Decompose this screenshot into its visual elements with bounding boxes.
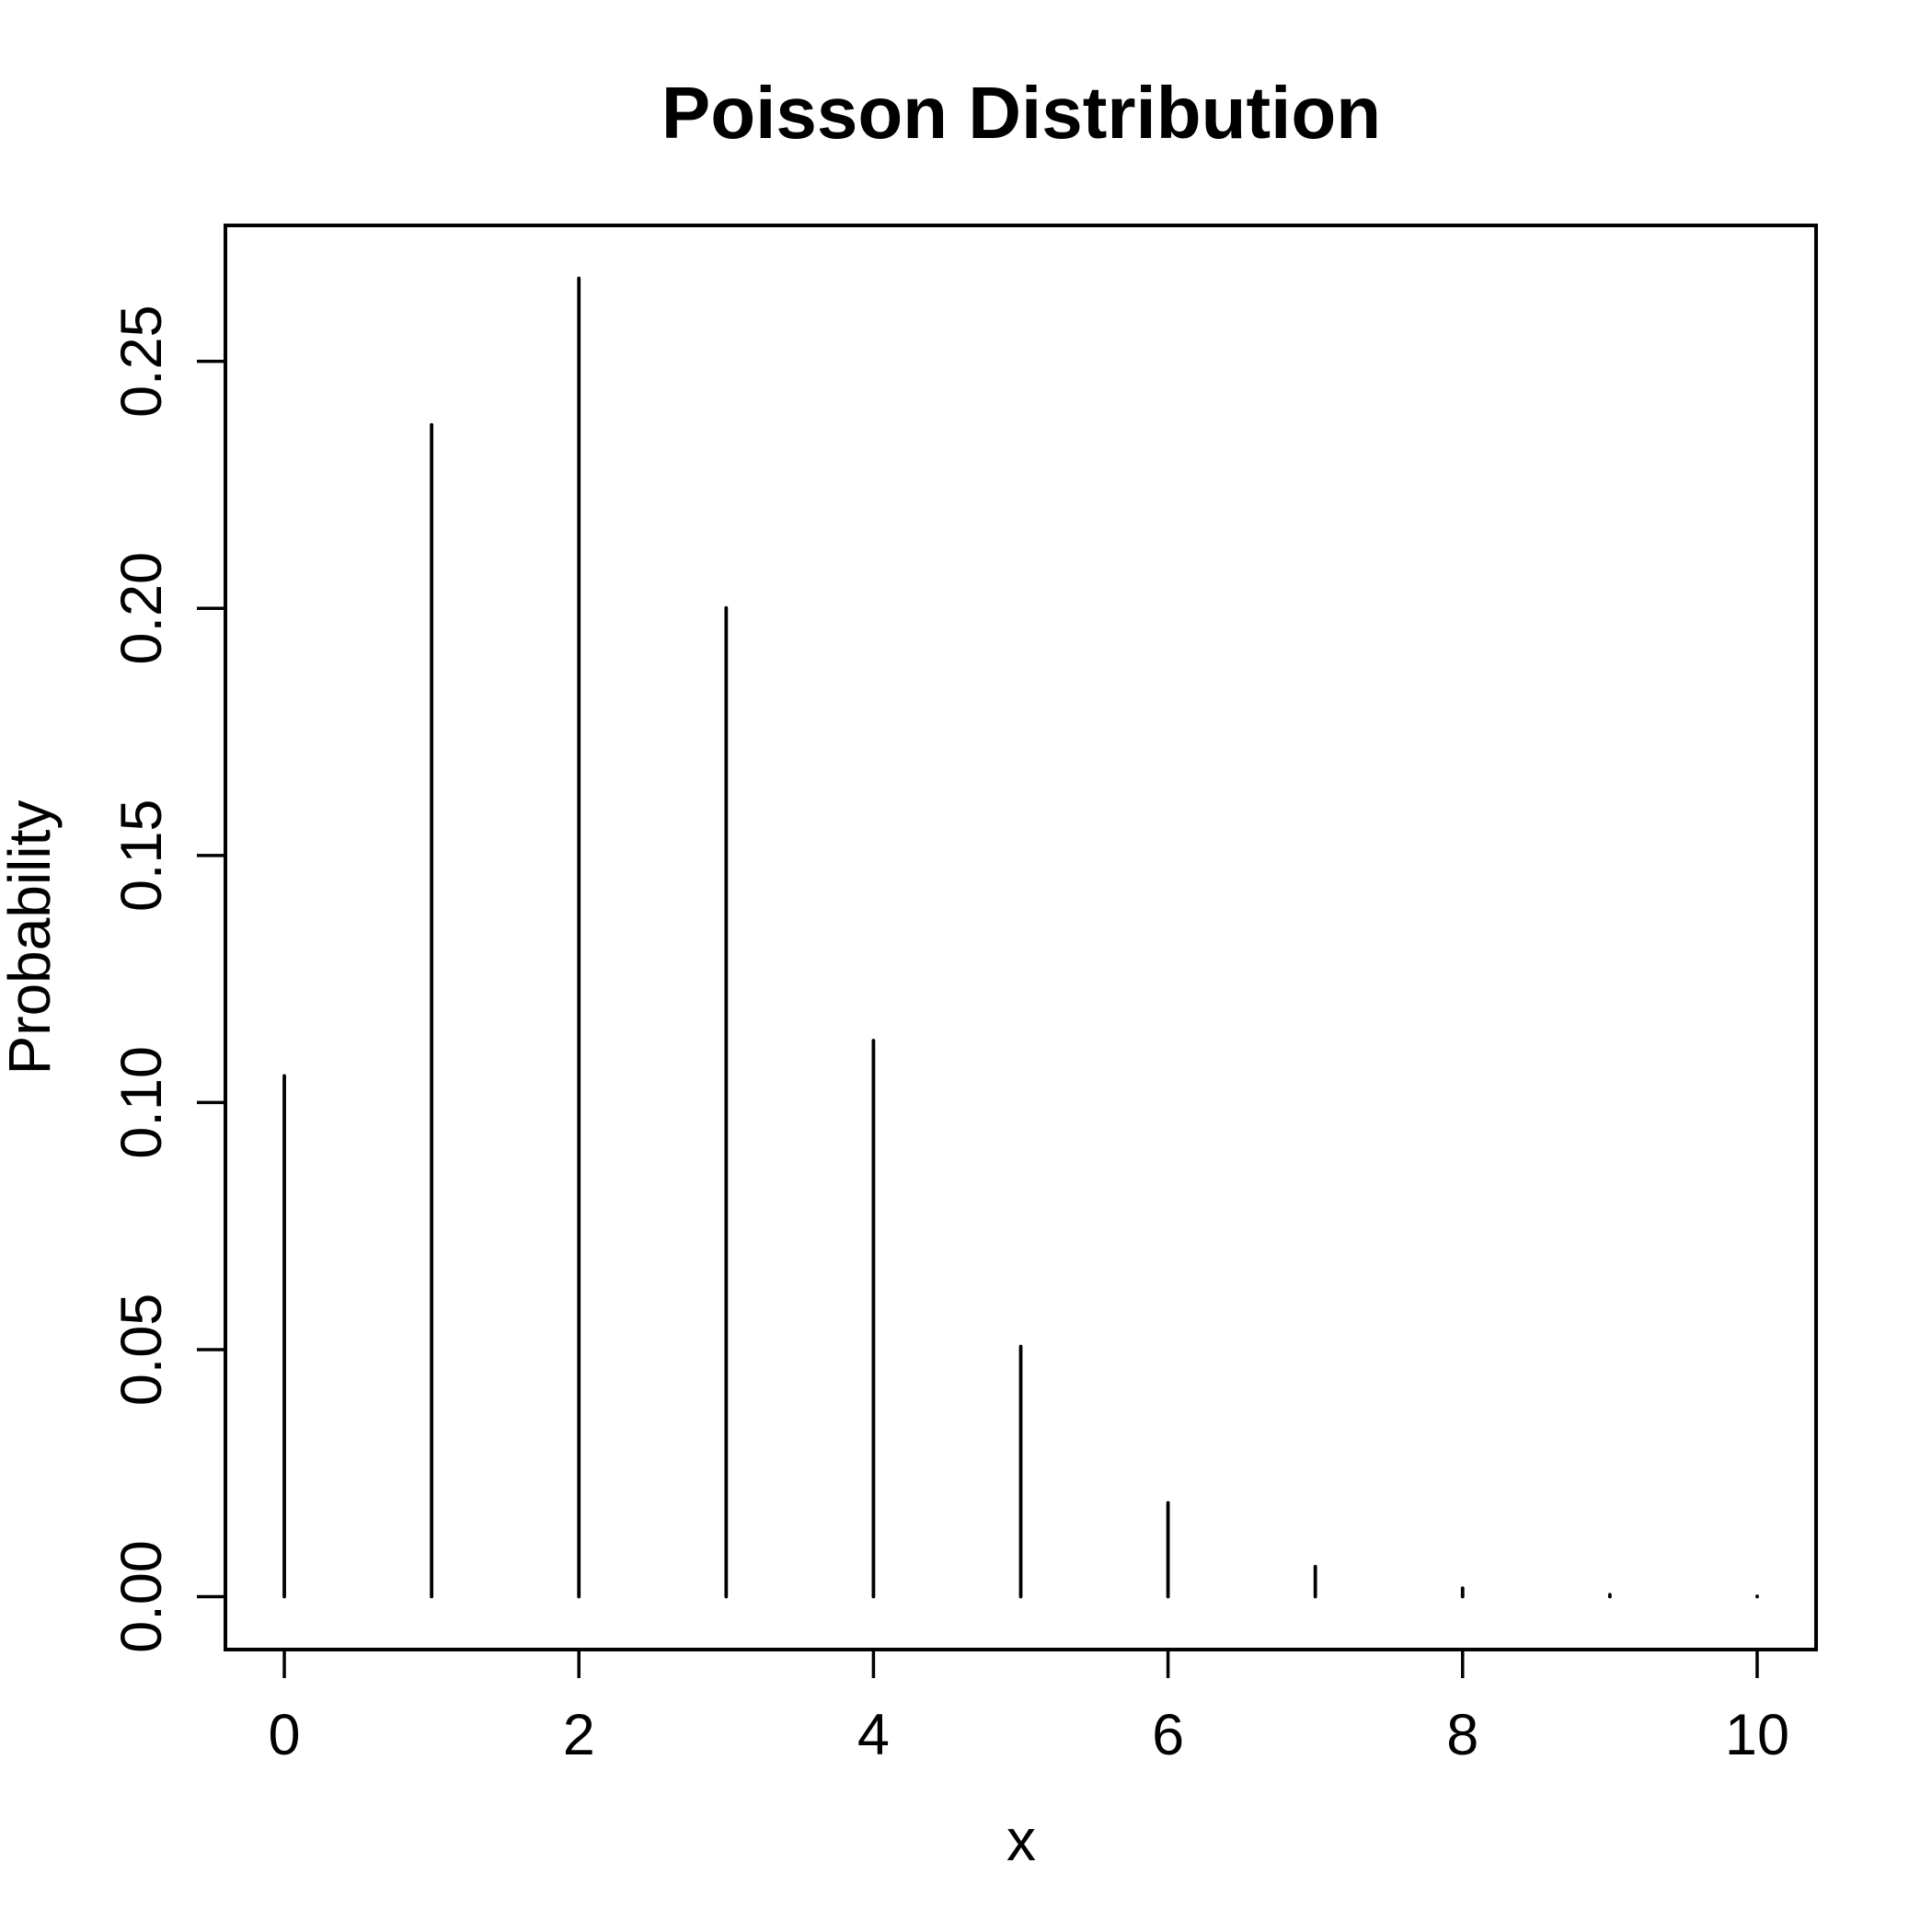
y-axis: 0.00 0.05 0.10 0.15 0.20 0.25 [109,305,225,1653]
y-tick-label: 0.25 [109,305,174,418]
x-tick-label: 2 [563,1703,595,1767]
x-tick-label: 6 [1152,1703,1184,1767]
chart-title: Poisson Distribution [661,72,1381,154]
x-axis-title: x [1006,1807,1036,1873]
y-tick-label: 0.15 [109,799,174,913]
spikes-group [282,276,1759,1599]
x-axis: 0 2 4 6 8 10 [269,1650,1789,1767]
y-tick-label: 0.05 [109,1294,174,1407]
x-tick-label: 10 [1725,1703,1789,1767]
x-tick-label: 0 [269,1703,301,1767]
plot-frame [224,224,1818,1651]
x-tick-label: 4 [857,1703,890,1767]
y-tick-label: 0.00 [109,1540,174,1653]
x-tick-label: 8 [1446,1703,1478,1767]
y-axis-title: Probability [0,800,63,1075]
y-tick-label: 0.20 [109,552,174,665]
y-tick-label: 0.10 [109,1046,174,1159]
